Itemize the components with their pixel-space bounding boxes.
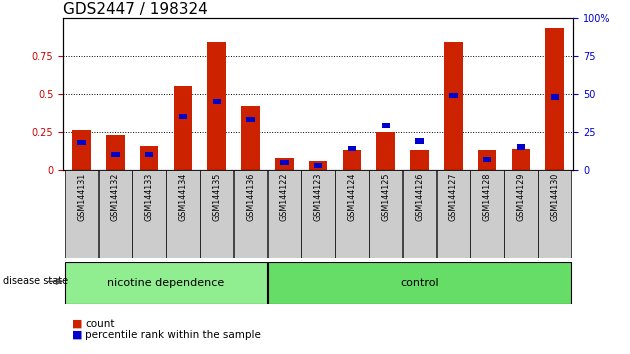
- Bar: [483, 156, 491, 162]
- Bar: [166, 170, 200, 258]
- Bar: [179, 114, 187, 119]
- Text: GSM144127: GSM144127: [449, 172, 458, 221]
- Text: GSM144134: GSM144134: [178, 172, 188, 221]
- Text: control: control: [400, 278, 439, 288]
- Bar: [504, 170, 537, 258]
- Bar: [403, 170, 436, 258]
- Text: GSM144124: GSM144124: [347, 172, 357, 221]
- Bar: [112, 152, 120, 158]
- Text: GSM144133: GSM144133: [145, 172, 154, 221]
- Text: GSM144136: GSM144136: [246, 172, 255, 221]
- Text: GSM144128: GSM144128: [483, 172, 491, 221]
- Bar: [99, 170, 132, 258]
- Bar: [369, 170, 403, 258]
- Bar: [212, 99, 221, 104]
- Text: ■: ■: [72, 330, 83, 339]
- Text: disease state: disease state: [3, 276, 68, 286]
- Text: GSM144125: GSM144125: [381, 172, 390, 221]
- Bar: [410, 150, 429, 170]
- Text: count: count: [85, 319, 115, 329]
- Text: GDS2447 / 198324: GDS2447 / 198324: [63, 1, 208, 17]
- Bar: [335, 170, 369, 258]
- Text: GSM144131: GSM144131: [77, 172, 86, 221]
- Bar: [551, 94, 559, 99]
- Text: GSM144123: GSM144123: [314, 172, 323, 221]
- Bar: [512, 149, 530, 170]
- Bar: [280, 160, 289, 165]
- Bar: [65, 170, 98, 258]
- Bar: [268, 262, 571, 304]
- Bar: [382, 123, 390, 129]
- Bar: [106, 135, 125, 170]
- Bar: [145, 152, 153, 158]
- Bar: [200, 170, 234, 258]
- Text: GSM144122: GSM144122: [280, 172, 289, 221]
- Bar: [241, 106, 260, 170]
- Bar: [72, 130, 91, 170]
- Bar: [437, 170, 470, 258]
- Bar: [65, 262, 267, 304]
- Bar: [234, 170, 267, 258]
- Bar: [449, 93, 457, 98]
- Bar: [471, 170, 504, 258]
- Bar: [478, 150, 496, 170]
- Bar: [140, 145, 159, 170]
- Bar: [207, 42, 226, 170]
- Text: nicotine dependence: nicotine dependence: [108, 278, 225, 288]
- Bar: [77, 140, 86, 145]
- Text: ■: ■: [72, 319, 83, 329]
- Bar: [174, 86, 192, 170]
- Bar: [546, 28, 564, 170]
- Bar: [246, 117, 255, 122]
- Bar: [275, 158, 294, 170]
- Bar: [517, 144, 525, 150]
- Bar: [309, 161, 328, 170]
- Bar: [415, 138, 424, 144]
- Text: GSM144135: GSM144135: [212, 172, 221, 221]
- Bar: [343, 150, 361, 170]
- Bar: [301, 170, 335, 258]
- Text: percentile rank within the sample: percentile rank within the sample: [85, 330, 261, 339]
- Text: GSM144126: GSM144126: [415, 172, 424, 221]
- Bar: [132, 170, 166, 258]
- Bar: [348, 146, 356, 151]
- Bar: [538, 170, 571, 258]
- Bar: [377, 132, 395, 170]
- Text: GSM144132: GSM144132: [111, 172, 120, 221]
- Bar: [268, 170, 301, 258]
- Bar: [314, 163, 323, 168]
- Text: GSM144129: GSM144129: [517, 172, 525, 221]
- Text: GSM144130: GSM144130: [550, 172, 559, 221]
- Bar: [444, 42, 462, 170]
